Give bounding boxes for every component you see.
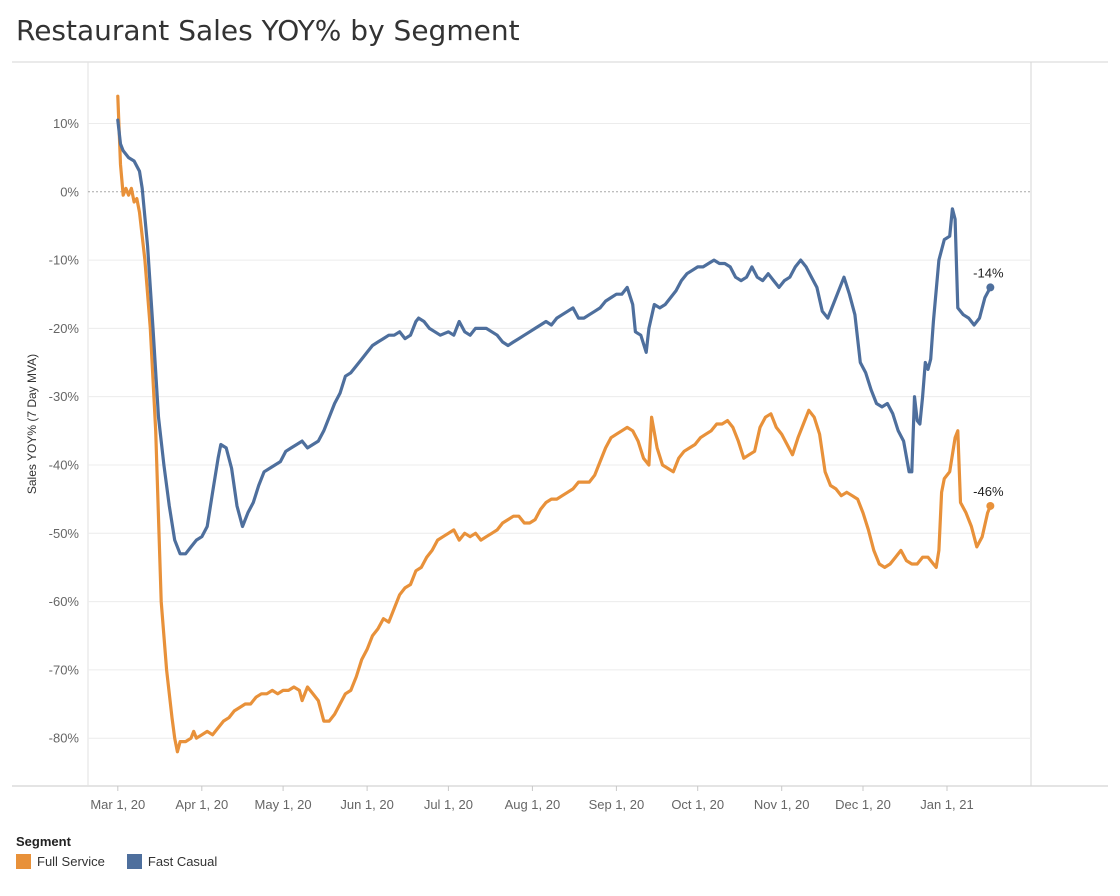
end-label-full-service: -46% <box>973 484 1004 499</box>
x-tick-label: Aug 1, 20 <box>505 797 561 812</box>
legend-label-full-service: Full Service <box>37 854 105 869</box>
line-chart: 10% 0% -10% -20% -30% -40% -50% -60% -70% -80% Ma… <box>12 61 1108 812</box>
x-tick-label: May 1, 20 <box>255 797 312 812</box>
x-tick-label: Jan 1, 21 <box>920 797 974 812</box>
gridlines <box>88 122 1031 739</box>
legend-label-fast-casual: Fast Casual <box>147 854 218 869</box>
legend-swatch-full-service <box>16 854 31 869</box>
legend: Segment Full Service Fast Casual <box>16 834 217 869</box>
y-axis: 10% 0% -10% -20% -30% -40% -50% -60% -70% -80% <box>49 116 80 746</box>
end-point-fast-casual <box>986 283 995 292</box>
x-tick-label: Dec 1, 20 <box>835 797 891 812</box>
legend-item-full-service[interactable]: Full Service <box>16 854 105 869</box>
x-tick-label: Mar 1, 20 <box>90 797 145 812</box>
x-tick-label: Jun 1, 20 <box>340 797 394 812</box>
legend-items: Full Service Fast Casual <box>16 854 217 869</box>
x-axis: Mar 1, 20 Apr 1, 20 May 1, 20 Jun 1, 20 Jul … <box>90 786 974 812</box>
series-line-fast-casual <box>116 118 993 556</box>
legend-item-fast-casual[interactable]: Fast Casual <box>126 854 218 869</box>
legend-title: Segment <box>16 834 71 849</box>
x-tick-label: Oct 1, 20 <box>671 797 724 812</box>
y-tick-label: -10% <box>49 253 80 268</box>
y-tick-label: -60% <box>49 594 80 609</box>
end-label-fast-casual: -14% <box>973 265 1004 280</box>
y-tick-label: -30% <box>49 389 80 404</box>
x-tick-label: Jul 1, 20 <box>424 797 473 812</box>
series-line-full-service <box>116 94 993 754</box>
y-tick-label: -50% <box>49 526 80 541</box>
legend-swatch-fast-casual <box>126 854 142 869</box>
x-tick-label: Apr 1, 20 <box>175 797 228 812</box>
y-tick-label: -40% <box>49 457 80 472</box>
x-tick-label: Nov 1, 20 <box>754 797 810 812</box>
y-tick-label: -80% <box>49 731 80 746</box>
y-tick-label: -20% <box>49 321 80 336</box>
series-layer: -46% -14% <box>116 94 1004 754</box>
y-tick-label: -70% <box>49 662 80 677</box>
chart-frame <box>12 61 1108 787</box>
x-tick-label: Sep 1, 20 <box>589 797 645 812</box>
y-tick-label: 10% <box>53 116 79 131</box>
end-point-full-service <box>986 501 995 510</box>
y-axis-title: Sales YOY% (7 Day MVA) <box>25 354 39 494</box>
y-tick-label: 0% <box>60 184 79 199</box>
chart-title: Restaurant Sales YOY% by Segment <box>16 14 520 47</box>
